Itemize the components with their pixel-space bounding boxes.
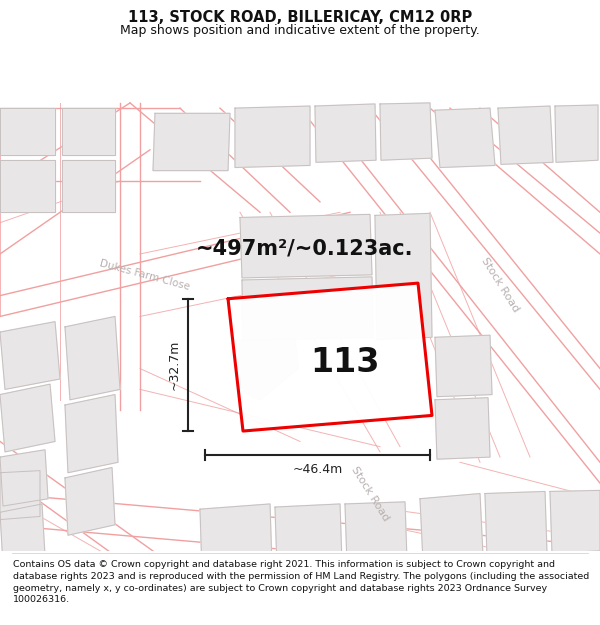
Polygon shape [435, 335, 492, 397]
Polygon shape [0, 504, 45, 564]
Polygon shape [485, 491, 547, 556]
Polygon shape [240, 214, 372, 278]
Polygon shape [115, 560, 168, 619]
Polygon shape [0, 322, 60, 389]
Polygon shape [498, 106, 553, 164]
Polygon shape [435, 108, 495, 168]
Polygon shape [238, 338, 298, 400]
Text: 113, STOCK ROAD, BILLERICAY, CM12 0RP: 113, STOCK ROAD, BILLERICAY, CM12 0RP [128, 10, 472, 25]
Polygon shape [0, 160, 55, 212]
Polygon shape [315, 104, 376, 162]
Polygon shape [65, 394, 118, 472]
Polygon shape [435, 398, 490, 459]
Text: ~32.7m: ~32.7m [167, 340, 181, 390]
Polygon shape [242, 277, 373, 341]
Polygon shape [200, 504, 272, 572]
Text: Contains OS data © Crown copyright and database right 2021. This information is : Contains OS data © Crown copyright and d… [13, 560, 589, 604]
Polygon shape [375, 213, 432, 339]
Polygon shape [228, 283, 432, 431]
Polygon shape [55, 563, 113, 624]
Polygon shape [275, 504, 342, 568]
Polygon shape [153, 113, 230, 171]
Polygon shape [65, 468, 115, 535]
Polygon shape [0, 384, 55, 452]
Text: Map shows position and indicative extent of the property.: Map shows position and indicative extent… [120, 24, 480, 38]
Text: ~46.4m: ~46.4m [292, 463, 343, 476]
Polygon shape [380, 103, 432, 160]
Polygon shape [62, 108, 115, 155]
Text: Stock Road: Stock Road [349, 464, 391, 522]
Polygon shape [345, 502, 407, 564]
Polygon shape [62, 160, 115, 212]
Polygon shape [65, 316, 120, 400]
Polygon shape [0, 566, 53, 625]
Text: Stock Road: Stock Road [479, 256, 521, 314]
Polygon shape [0, 450, 48, 506]
Polygon shape [550, 491, 600, 553]
Polygon shape [555, 105, 598, 162]
Text: ~497m²/~0.123ac.: ~497m²/~0.123ac. [196, 239, 414, 259]
Polygon shape [235, 106, 310, 168]
Text: Dukes Farm Close: Dukes Farm Close [99, 258, 191, 292]
Polygon shape [0, 471, 40, 519]
Text: 113: 113 [311, 346, 380, 379]
Polygon shape [420, 494, 483, 561]
Polygon shape [0, 108, 55, 155]
